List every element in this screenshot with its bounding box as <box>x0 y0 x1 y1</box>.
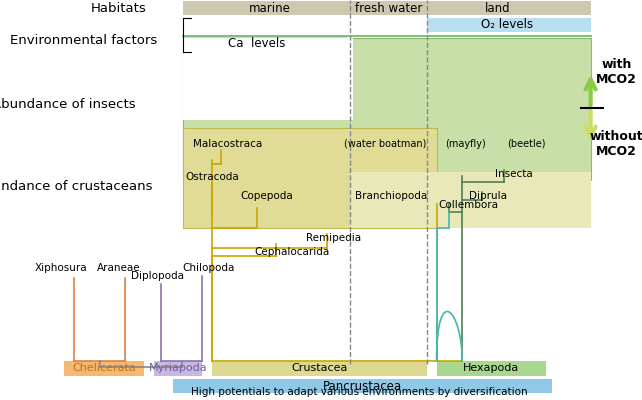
Text: Abundance of insects: Abundance of insects <box>0 98 136 110</box>
Text: without
MCO2: without MCO2 <box>589 130 642 158</box>
Bar <box>183 38 353 120</box>
Text: (beetle): (beetle) <box>507 139 546 149</box>
Text: Xiphosura: Xiphosura <box>35 263 87 273</box>
Text: Chelicerata: Chelicerata <box>73 363 136 374</box>
Bar <box>183 38 591 180</box>
Text: Copepoda: Copepoda <box>240 191 293 201</box>
Text: Habitats: Habitats <box>91 2 146 14</box>
Text: Environmental factors: Environmental factors <box>10 34 157 46</box>
Text: Ca  levels: Ca levels <box>228 37 286 50</box>
Text: Diprula: Diprula <box>469 191 507 201</box>
Text: Diplopoda: Diplopoda <box>131 271 184 281</box>
Text: Branchiopoda: Branchiopoda <box>356 191 428 201</box>
Bar <box>350 172 591 228</box>
Text: Myriapoda: Myriapoda <box>149 363 207 374</box>
Text: Crustacea: Crustacea <box>291 363 347 374</box>
Text: Pancrustacea: Pancrustacea <box>323 380 403 392</box>
Bar <box>437 361 546 376</box>
Text: land: land <box>485 2 510 14</box>
Text: Hexapoda: Hexapoda <box>463 363 519 374</box>
Text: with
MCO2: with MCO2 <box>596 58 637 86</box>
Bar <box>212 361 427 376</box>
Bar <box>64 361 144 376</box>
Text: Araneae: Araneae <box>97 263 141 273</box>
Bar <box>183 1 591 15</box>
Text: Malacostraca: Malacostraca <box>193 139 263 149</box>
Text: (water boatman): (water boatman) <box>344 139 426 149</box>
Text: Remipedia: Remipedia <box>306 233 361 243</box>
Text: Ostracoda: Ostracoda <box>185 172 239 182</box>
Text: fresh water: fresh water <box>355 2 422 14</box>
Bar <box>173 379 552 393</box>
Bar <box>154 361 202 376</box>
Text: marine: marine <box>248 2 291 14</box>
Text: (mayfly): (mayfly) <box>445 139 486 149</box>
Text: Cephalocarida: Cephalocarida <box>254 247 330 257</box>
Text: Insecta: Insecta <box>495 169 532 179</box>
Text: Abundance of crustaceans: Abundance of crustaceans <box>0 180 153 192</box>
Bar <box>183 37 347 50</box>
Bar <box>427 18 591 32</box>
Text: O₂ levels: O₂ levels <box>481 18 534 31</box>
Text: High potentials to adapt various environments by diversification: High potentials to adapt various environ… <box>191 387 528 397</box>
Text: Chilopoda: Chilopoda <box>182 263 235 273</box>
Text: Collembora: Collembora <box>438 200 499 210</box>
Bar <box>183 128 437 228</box>
